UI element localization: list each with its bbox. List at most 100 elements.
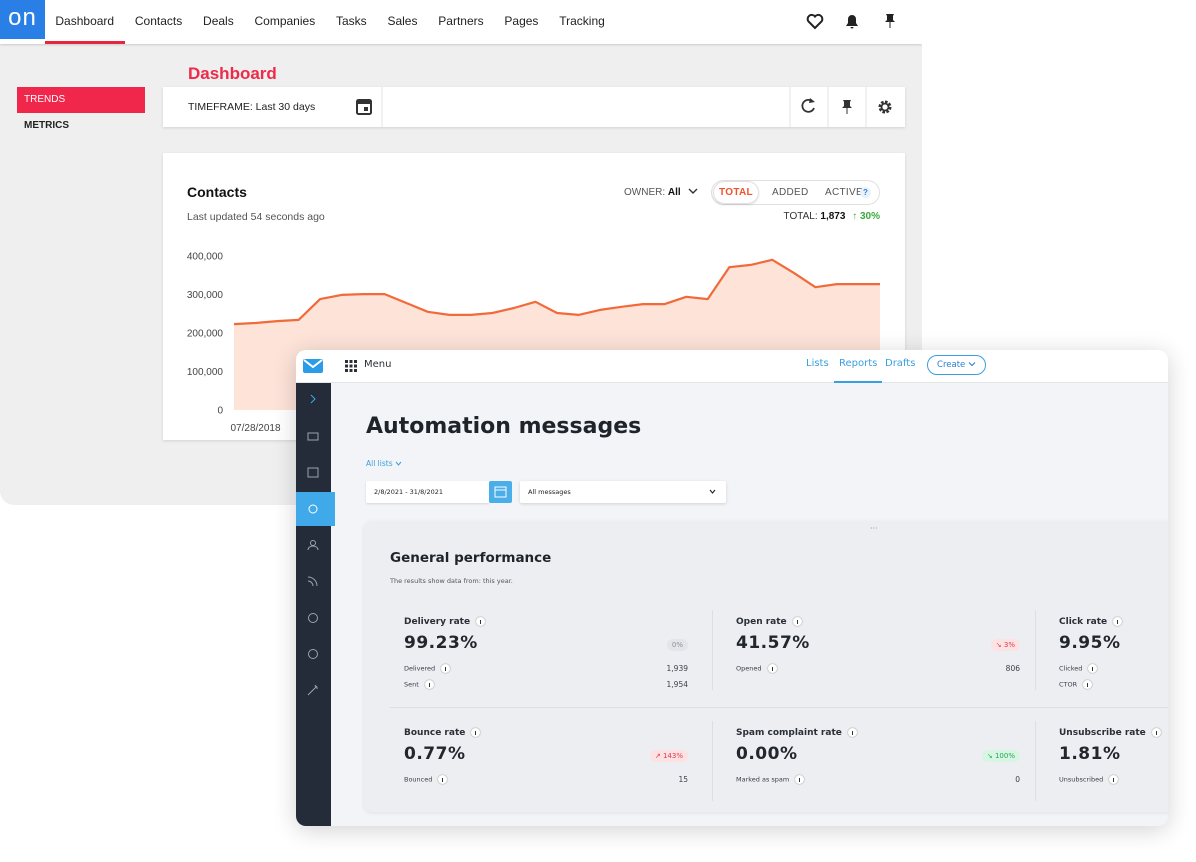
owner-filter[interactable]: OWNER: All: [624, 187, 698, 198]
expand-icon[interactable]: [310, 394, 316, 404]
automation-icon[interactable]: [307, 684, 318, 696]
divider: [1035, 610, 1036, 690]
nav-item[interactable]: Tasks: [335, 14, 367, 28]
info-icon[interactable]: [476, 617, 486, 626]
info-icon[interactable]: [795, 775, 805, 784]
chevron: [688, 188, 698, 194]
info-icon[interactable]: [1151, 728, 1161, 737]
metric-value: 0.00%: [736, 744, 798, 764]
nav-item[interactable]: Pages: [504, 14, 539, 28]
panel-subtitle: The results show data from: this year.: [390, 577, 513, 585]
y-tick-label: 100,000: [187, 367, 224, 378]
webinar-icon[interactable]: [308, 613, 318, 623]
nav-item[interactable]: Partners: [438, 14, 484, 28]
nav-item-active[interactable]: Reports: [834, 358, 883, 383]
menu-label[interactable]: Menu: [364, 359, 392, 370]
nav-items: Dashboard Contacts Deals Companies Tasks…: [45, 0, 615, 44]
metric-row-value: 0: [1015, 775, 1020, 784]
y-tick-label: 300,000: [187, 290, 224, 301]
mail-icon[interactable]: [307, 432, 319, 441]
nav-item[interactable]: Sales: [387, 14, 418, 28]
tab[interactable]: ACTIVE: [825, 187, 863, 198]
info-icon[interactable]: [441, 664, 451, 673]
metric-row-text: Bounced: [404, 775, 433, 784]
settings-icon[interactable]: [308, 504, 318, 514]
info-icon[interactable]: [1088, 664, 1098, 673]
nav-item[interactable]: Lists: [806, 358, 829, 369]
sidebar-item[interactable]: METRICS: [24, 120, 69, 131]
nav-item[interactable]: Contacts: [134, 14, 183, 28]
timeframe-bar: TIMEFRAME: Last 30 days: [163, 87, 905, 127]
calendar-icon[interactable]: [356, 99, 372, 115]
notifications-icon[interactable]: [846, 15, 858, 29]
nav-item[interactable]: Tracking: [559, 14, 605, 28]
line: [233, 258, 880, 326]
feed-icon[interactable]: [307, 576, 318, 587]
total-value: 1,873: [820, 211, 846, 222]
metric-row-text: Clicked: [1059, 664, 1083, 673]
message-filter[interactable]: All messages: [520, 481, 726, 503]
metric-title-text: Open rate: [736, 617, 787, 627]
timeframe[interactable]: TIMEFRAME: Last 30 days: [188, 101, 316, 113]
metric-row-label: CTOR: [1059, 680, 1093, 689]
metric-row-label: Clicked: [1059, 664, 1098, 673]
message-filter-label: All messages: [528, 488, 571, 496]
metric-row-value: 15: [678, 775, 688, 784]
refresh-arrow: [809, 98, 815, 103]
metric-title: Unsubscribe rate: [1059, 728, 1161, 738]
list-filter[interactable]: All lists: [366, 459, 402, 468]
metric-title: Open rate: [736, 617, 802, 627]
settings-icon[interactable]: [878, 100, 892, 114]
metric-row-label: Delivered: [404, 664, 451, 673]
performance-panel: ··· General performance The results show…: [364, 521, 1168, 812]
tab[interactable]: ADDED: [772, 187, 809, 198]
apps-icon[interactable]: [344, 359, 358, 373]
metric-title: Delivery rate: [404, 617, 486, 627]
mail-logo[interactable]: [302, 356, 326, 376]
drag-handle[interactable]: ···: [870, 524, 878, 533]
date-range[interactable]: 2/8/2021 - 31/8/2021: [366, 481, 489, 503]
nav-icons: [806, 13, 895, 30]
info-icon[interactable]: [767, 664, 777, 673]
total-label: TOTAL:: [783, 211, 818, 222]
metric-title: Bounce rate: [404, 728, 481, 738]
pin-icon[interactable]: [885, 14, 895, 28]
help-icon[interactable]: ?: [860, 187, 871, 198]
info-icon[interactable]: [438, 775, 448, 784]
info-icon[interactable]: [1083, 680, 1093, 689]
metric-row-label: Marked as spam: [736, 775, 805, 784]
timeframe-icons: [356, 87, 892, 127]
metric-title-text: Spam complaint rate: [736, 728, 842, 738]
create-label: Create: [937, 360, 966, 370]
metric-row-value: 806: [1005, 664, 1020, 673]
y-tick-label: 400,000: [187, 252, 224, 263]
contacts-icon[interactable]: [307, 540, 319, 551]
calendar-icon[interactable]: [307, 467, 319, 478]
info-icon[interactable]: [424, 680, 434, 689]
divider: [1035, 721, 1036, 801]
nav-item[interactable]: Drafts: [885, 358, 916, 369]
date-picker-button[interactable]: [489, 481, 512, 503]
info-icon[interactable]: [471, 728, 481, 737]
tab-active[interactable]: TOTAL: [713, 181, 759, 204]
create-button[interactable]: Create: [927, 355, 986, 375]
side-item-active[interactable]: [296, 492, 335, 526]
nav-item[interactable]: Companies: [254, 14, 316, 28]
info-icon[interactable]: [1113, 617, 1123, 626]
info-icon[interactable]: [792, 617, 802, 626]
sidebar-item-active[interactable]: TRENDS: [17, 87, 145, 113]
info-icon[interactable]: [1109, 775, 1119, 784]
goals-icon[interactable]: [308, 649, 318, 659]
nav-item[interactable]: Dashboard: [45, 0, 125, 44]
last-updated: Last updated 54 seconds ago: [187, 211, 325, 223]
metric-row-text: Marked as spam: [736, 775, 790, 784]
pin-icon[interactable]: [842, 100, 852, 114]
metric-row-text: CTOR: [1059, 680, 1078, 689]
nav-item[interactable]: Deals: [203, 14, 234, 28]
info-icon[interactable]: [847, 728, 857, 737]
total-summary: TOTAL: 1,873 ↑ 30%: [784, 211, 880, 222]
metric-row-label: Bounced: [404, 775, 448, 784]
favorites-icon[interactable]: [806, 13, 824, 30]
metric-toggle: TOTAL ADDED ACTIVE ?: [711, 180, 880, 205]
logo[interactable]: on: [0, 0, 45, 39]
